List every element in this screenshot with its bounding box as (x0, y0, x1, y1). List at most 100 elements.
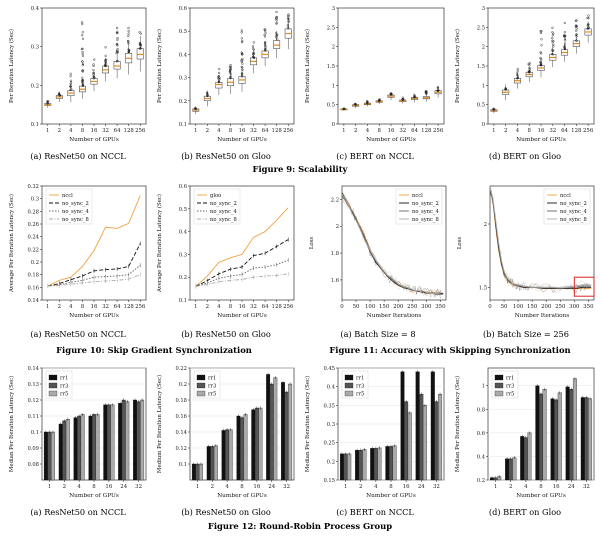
legend-swatch (494, 382, 504, 389)
y-tick-label: 0.45 (323, 366, 335, 372)
subfigure-caption: (d) BERT on Gloo (488, 507, 562, 517)
x-tick-label: 32 (102, 304, 109, 310)
box-outlier (424, 90, 427, 93)
x-tick-label: 256 (283, 304, 294, 310)
series-line-nccl (47, 195, 141, 287)
plot-frame (41, 7, 147, 125)
box-outlier (116, 26, 119, 30)
bar-rr1 (266, 374, 271, 481)
box-outlier (539, 62, 543, 65)
legend-swatch (344, 382, 354, 389)
y-tick-label: 0.16 (175, 414, 187, 420)
box-outlier (264, 42, 267, 45)
bar-rr3 (539, 393, 543, 481)
x-tick-label: 32 (583, 484, 590, 490)
y-tick-label: 0.14 (27, 298, 39, 304)
y-tick-label: 2.5 (477, 25, 485, 31)
box-outlier (263, 28, 266, 31)
box-outlier (104, 54, 107, 57)
x-tick-label: 1 (342, 128, 345, 134)
y-axis-label: Loss (309, 237, 315, 250)
legend-label: rr5 (506, 392, 514, 398)
box-outlier (81, 54, 84, 58)
box-outlier (539, 56, 542, 60)
bar-rr3 (225, 429, 230, 481)
x-tick-label: 1 (492, 128, 495, 134)
bar-rr5 (392, 445, 397, 481)
box-outlier (252, 56, 255, 59)
bar-rr1 (236, 415, 241, 481)
box-outlier (264, 44, 267, 47)
x-tick-label: 32 (399, 128, 406, 134)
x-tick-label: 4 (524, 484, 528, 490)
bar-rr3 (195, 463, 200, 481)
series-line-gloo (195, 207, 289, 287)
box-outlier (81, 52, 84, 55)
box-outlier (81, 60, 84, 63)
x-tick-label: 2 (509, 484, 512, 490)
y-tick-label: 0.18 (27, 273, 39, 279)
legend-swatch (494, 390, 504, 397)
box-outlier (138, 31, 141, 34)
bar-rr5 (228, 429, 233, 481)
box-outlier (104, 46, 107, 49)
subfigure-caption: (c) BERT on NCCL (336, 507, 414, 517)
box-outlier (218, 71, 221, 75)
box-outlier (563, 35, 566, 38)
y-tick-label: 0.26 (27, 222, 39, 228)
box-outlier (551, 36, 554, 40)
x-tick-label: 1 (196, 484, 199, 490)
y-tick-label: 0.32 (27, 184, 39, 190)
box-outlier (264, 32, 267, 35)
x-tick-label: 32 (549, 128, 556, 134)
legend-label: no_sync_8 (412, 217, 439, 223)
box-outlier (127, 26, 130, 30)
x-tick-label: 128 (571, 128, 582, 134)
y-tick-label: 0.6 (179, 184, 187, 190)
chart-c9d: 0 0.5 1 1.5 2 2.5 3 1 2 4 8 16 32 64 128 256 Number of G… (450, 0, 600, 150)
bar-rr1 (133, 399, 137, 481)
x-tick-label: 8 (81, 128, 85, 134)
box-outlier (139, 47, 142, 50)
box-outlier (287, 13, 290, 16)
y-axis-label: Average Per Iteration Latency (Sec) (156, 194, 163, 293)
legend-swatch (344, 374, 354, 381)
x-tick-label: 24 (268, 484, 275, 490)
box-outlier (80, 21, 84, 24)
box-outlier (69, 88, 72, 92)
bar-rr3 (106, 404, 111, 481)
box-outlier (252, 41, 255, 44)
x-axis-label: Number of GPUs (516, 137, 566, 143)
y-tick-label: 0.2 (179, 99, 187, 105)
figure-12-caption: Figure 12: Round-Robin Process Group (207, 521, 393, 531)
bar-rr1 (281, 382, 285, 481)
x-tick-label: 64 (262, 304, 269, 310)
x-tick-label: 4 (217, 304, 221, 310)
subfigure-caption: (b) Batch Size = 256 (483, 329, 569, 339)
box-outlier (563, 31, 567, 34)
bar-rr5 (438, 393, 443, 481)
x-tick-label: 8 (92, 484, 96, 490)
chart-c12b: 0.1 0.12 0.14 0.16 0.18 0.2 0.22 1 2 4 8 16 24 32 Numb… (152, 360, 300, 506)
plot-frame (341, 185, 447, 301)
legend-label: rr1 (356, 376, 364, 382)
chart-c12c: 0.15 0.2 0.25 0.3 0.35 0.4 0.45 1 2 4 8 16 24 32 Numbe… (300, 360, 450, 506)
box-outlier (551, 53, 554, 56)
chart-svg: 0.10.120.140.160.180.20.221 2 4 8 16 24 32Numb… (156, 366, 295, 499)
bar-rr5 (377, 447, 382, 481)
box-outlier (575, 29, 578, 32)
y-tick-label: 0.2 (327, 459, 335, 465)
legend-swatch (494, 374, 504, 381)
box-outlier (251, 45, 255, 48)
chart-c12a: 0.08 0.09 0.1 0.11 0.12 0.13 0.14 1 2 4 8 16 24 32 Num… (4, 360, 152, 506)
box-outlier (252, 47, 255, 50)
plot-frame (489, 185, 595, 301)
box-outlier (287, 20, 290, 23)
chart-c10a: 0.14 0.16 0.18 0.2 0.22 0.24 0.26 0.28 0.3 0.32 1 2… (4, 178, 152, 326)
bar-rr3 (62, 420, 67, 481)
bar-rr1 (430, 371, 435, 481)
y-tick-label: 0.2 (477, 478, 485, 484)
box-outlier (218, 76, 221, 79)
x-tick-label: 0 (488, 304, 492, 310)
